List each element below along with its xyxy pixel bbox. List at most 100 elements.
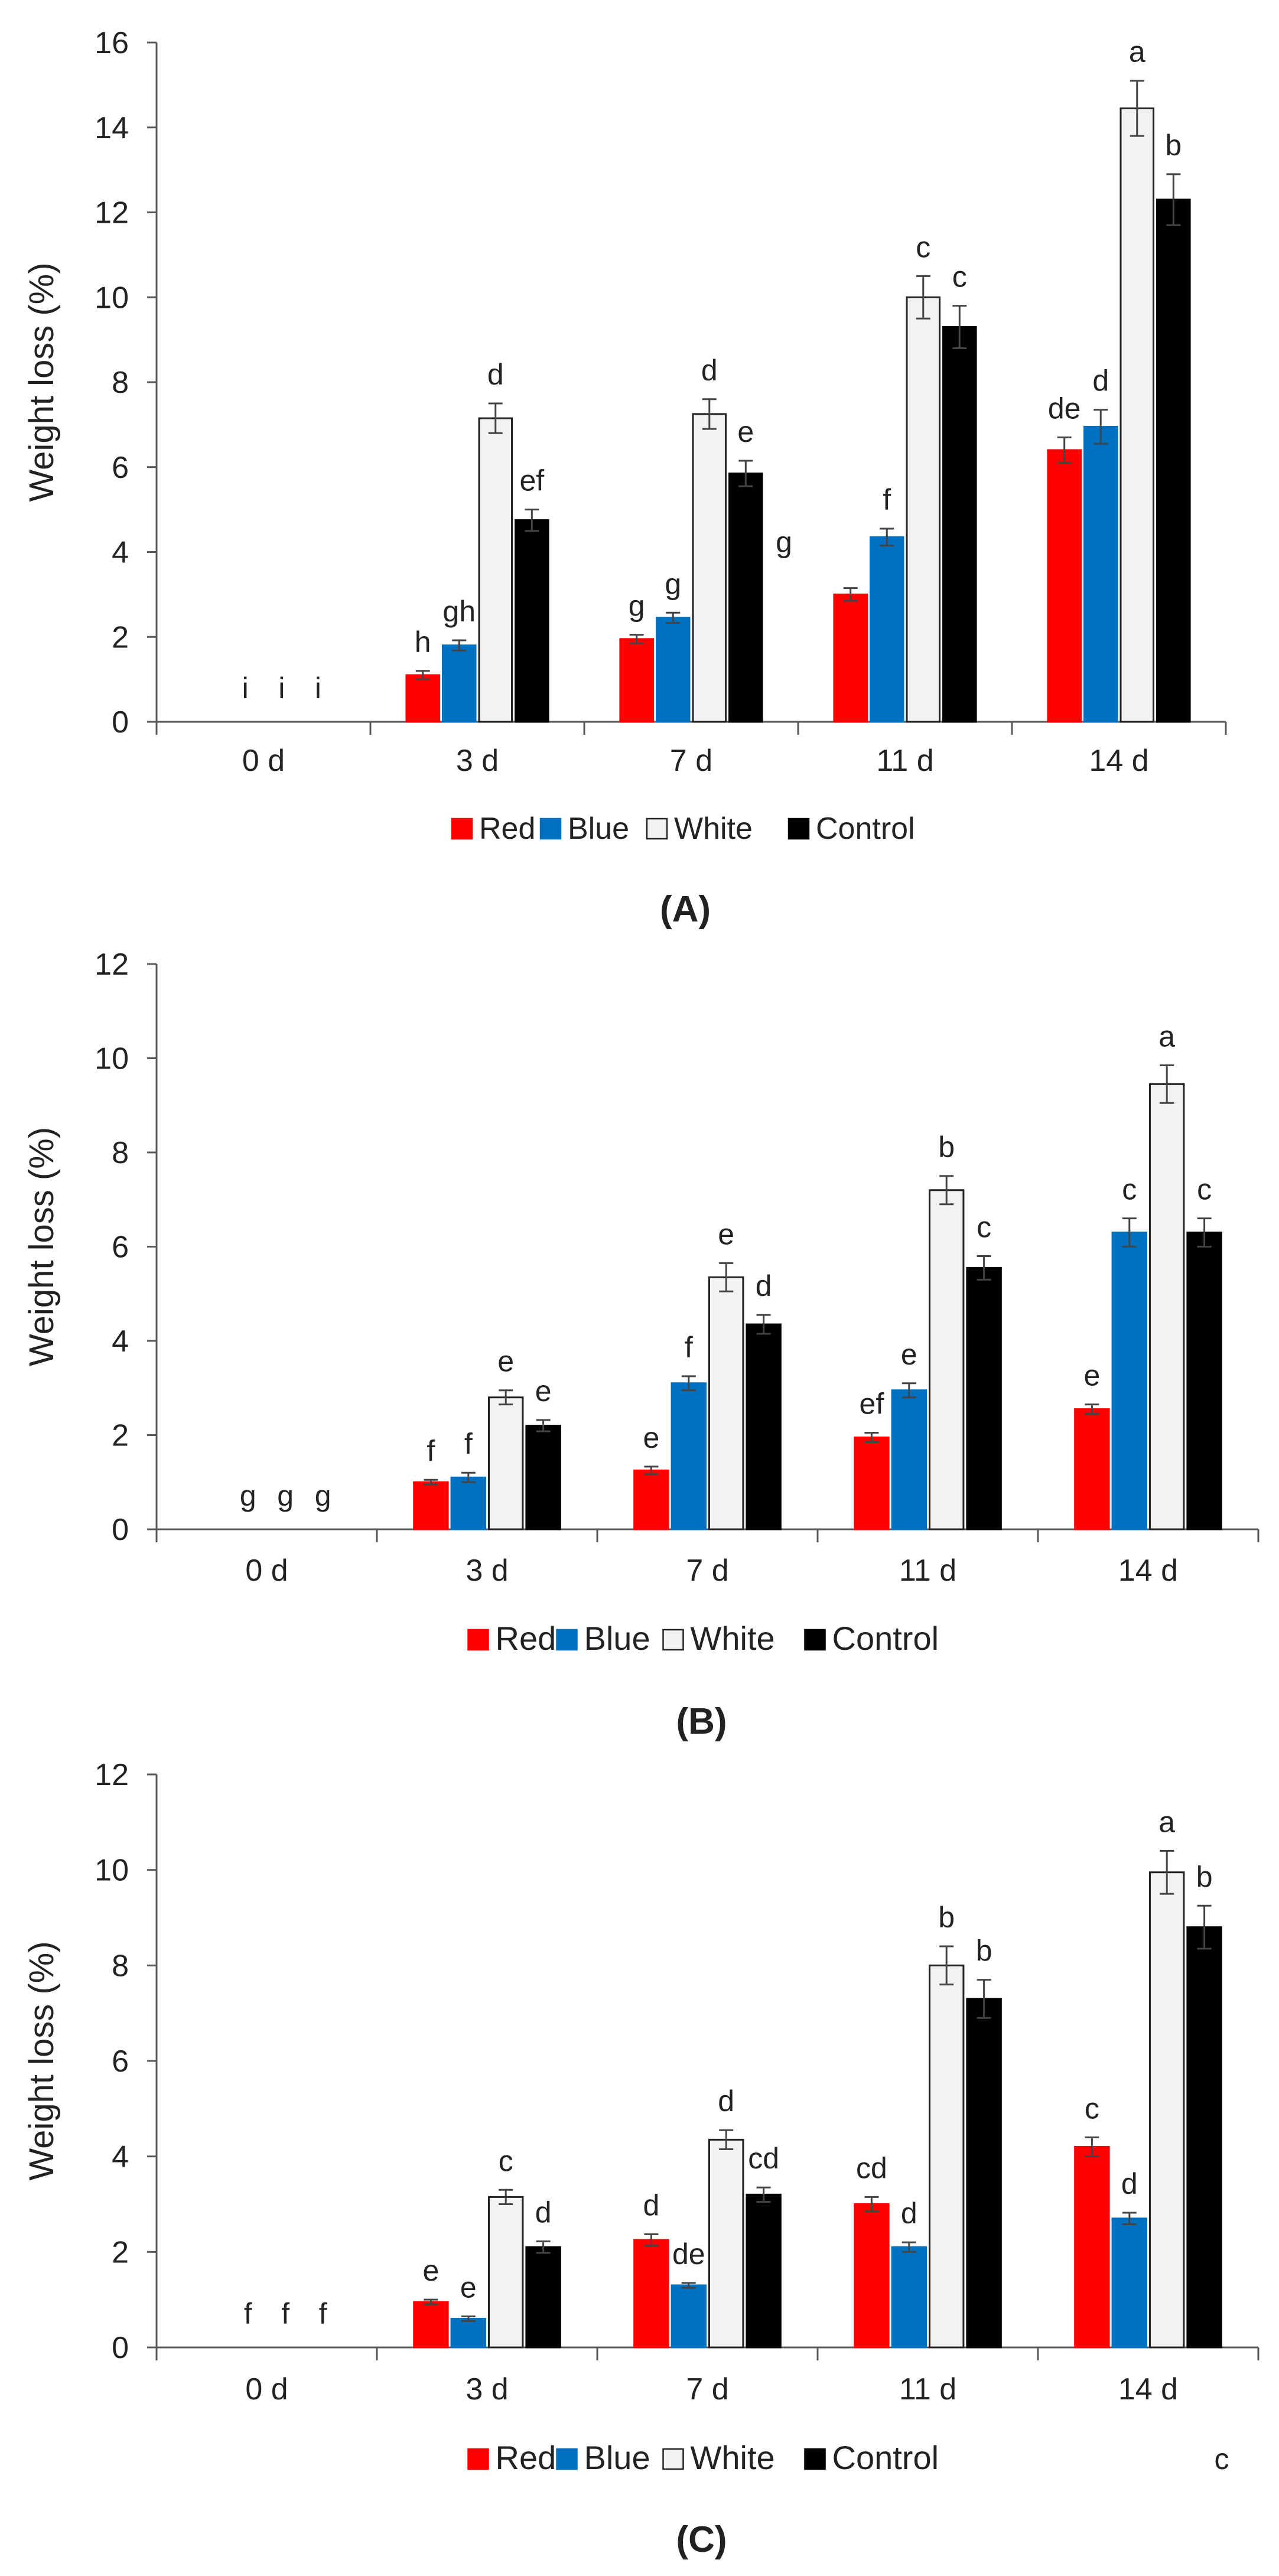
legend-label-white: White bbox=[691, 1620, 775, 1657]
significance-letter: b bbox=[1165, 129, 1182, 162]
y-tick-label: 8 bbox=[112, 1136, 129, 1170]
y-tick-label: 8 bbox=[112, 1949, 129, 1983]
x-tick-label: 14 d bbox=[1089, 744, 1148, 778]
significance-letter: cd bbox=[748, 2142, 779, 2175]
significance-letter: b bbox=[1196, 1860, 1213, 1893]
legend-swatch-blue bbox=[556, 2448, 578, 2470]
chart-panel-a: 0 2 4 6 8 10 12 14 16 Weight loss (%) 0 d 3 d 7 d 11 … bbox=[22, 26, 1227, 930]
legend-label-red: Red bbox=[479, 812, 535, 846]
bar-white bbox=[1119, 107, 1155, 723]
bar-red bbox=[413, 2301, 449, 2349]
bar-blue bbox=[450, 2318, 487, 2349]
chart-panel-c: 0 2 4 6 8 10 12 Weight loss (%) 0 d 3 d 7 d 11 d 14 … bbox=[22, 1758, 1260, 2560]
x-tick-label: 3 d bbox=[466, 1554, 508, 1588]
significance-letter: g bbox=[277, 1479, 294, 1512]
bar-control bbox=[1186, 1926, 1222, 2349]
significance-letter: de bbox=[1048, 392, 1081, 425]
significance-letter: c bbox=[952, 260, 967, 294]
y-tick-label: 4 bbox=[112, 2140, 129, 2174]
bar-white bbox=[692, 413, 727, 723]
significance-letter: b bbox=[938, 1131, 955, 1164]
x-tick-label: 0 d bbox=[242, 744, 285, 778]
bar-red bbox=[413, 1481, 449, 1530]
x-tick-label: 7 d bbox=[686, 1554, 728, 1588]
bar-blue bbox=[891, 2246, 927, 2349]
legend-swatch-red bbox=[451, 818, 473, 840]
legend-label-control: Control bbox=[832, 1620, 939, 1657]
y-axis-label: Weight loss (%) bbox=[22, 262, 61, 501]
significance-letter: g bbox=[629, 590, 645, 623]
bar-red bbox=[633, 1469, 669, 1530]
legend-swatch-white bbox=[662, 2448, 684, 2470]
bar-control bbox=[525, 2246, 561, 2349]
significance-letter: e bbox=[643, 1421, 659, 1454]
significance-letter: h bbox=[415, 626, 431, 659]
legend-swatch-white bbox=[646, 818, 668, 840]
chart-panel-b: 0 2 4 6 8 10 12 Weight loss (%) 0 d 3 d 7 d 11 d 14 … bbox=[22, 947, 1260, 1742]
legend-label-blue: Blue bbox=[584, 1620, 650, 1657]
significance-letter: gh bbox=[442, 595, 476, 628]
legend-label-control: Control bbox=[832, 2439, 939, 2476]
significance-letter: e bbox=[901, 1338, 917, 1371]
bar-white bbox=[929, 1189, 965, 1530]
significance-letter: e bbox=[737, 415, 754, 448]
significance-letter: c bbox=[1085, 2092, 1099, 2125]
legend: Red Blue White Control bbox=[467, 1620, 939, 1657]
legend-label-control: Control bbox=[816, 812, 915, 846]
bar-control bbox=[966, 1266, 1002, 1530]
bar-red bbox=[405, 674, 440, 723]
significance-letter: e bbox=[460, 2271, 477, 2304]
significance-letter: f bbox=[464, 1427, 473, 1460]
y-tick-label: 10 bbox=[95, 1854, 129, 1888]
bar-white bbox=[478, 417, 513, 723]
bar-blue bbox=[450, 1476, 487, 1530]
bar-blue bbox=[671, 2284, 707, 2349]
bar-red bbox=[854, 2203, 890, 2349]
x-tick-label: 11 d bbox=[899, 1554, 956, 1588]
bar-white bbox=[488, 1396, 524, 1530]
significance-letter: f bbox=[319, 2297, 327, 2330]
significance-letter: a bbox=[1158, 1020, 1175, 1053]
significance-letter: g bbox=[776, 526, 792, 559]
significance-letter: e bbox=[422, 2254, 439, 2287]
legend-swatch-control bbox=[787, 818, 810, 840]
significance-letter: e bbox=[497, 1345, 514, 1378]
legend-swatch-red bbox=[467, 1629, 489, 1651]
bar-red bbox=[833, 593, 868, 723]
legend-swatch-blue bbox=[556, 1629, 578, 1651]
bar-blue bbox=[1111, 1232, 1147, 1530]
y-tick-label: 0 bbox=[112, 1513, 129, 1547]
bar-white bbox=[906, 296, 941, 723]
significance-letter: cd bbox=[856, 2151, 887, 2184]
significance-letter: f bbox=[427, 1434, 435, 1467]
legend-label-blue: Blue bbox=[584, 2439, 650, 2476]
y-tick-label: 2 bbox=[112, 620, 129, 654]
significance-letter: i bbox=[315, 672, 321, 705]
x-tick-label: 0 d bbox=[245, 1554, 288, 1588]
y-tick-label: 4 bbox=[112, 536, 129, 570]
bar-red bbox=[633, 2239, 669, 2349]
y-tick-label: 14 bbox=[95, 111, 129, 145]
bar-control bbox=[942, 326, 977, 723]
significance-letter: d bbox=[1092, 364, 1109, 398]
bar-blue bbox=[671, 1382, 707, 1530]
y-tick-label: 0 bbox=[112, 705, 129, 740]
significance-letter: g bbox=[315, 1479, 331, 1512]
bar-red bbox=[854, 1436, 890, 1530]
y-tick-label: 12 bbox=[95, 1758, 129, 1792]
bar-white bbox=[708, 2138, 744, 2349]
significance-letter: e bbox=[718, 1217, 734, 1250]
y-axis-label: Weight loss (%) bbox=[22, 1941, 61, 2180]
legend: Red Blue White Control bbox=[467, 2439, 939, 2476]
legend-swatch-white bbox=[662, 1629, 684, 1651]
significance-letter: c bbox=[1122, 1173, 1137, 1206]
bar-blue bbox=[1111, 2217, 1147, 2349]
significance-letter: g bbox=[240, 1479, 256, 1512]
significance-letter: f bbox=[281, 2297, 289, 2330]
significance-letter: de bbox=[672, 2238, 705, 2271]
x-tick-label: 11 d bbox=[899, 2372, 956, 2406]
significance-letter: b bbox=[976, 1935, 992, 1968]
significance-letter: a bbox=[1129, 35, 1145, 69]
legend-label-white: White bbox=[674, 812, 753, 846]
bar-control bbox=[746, 1323, 782, 1530]
